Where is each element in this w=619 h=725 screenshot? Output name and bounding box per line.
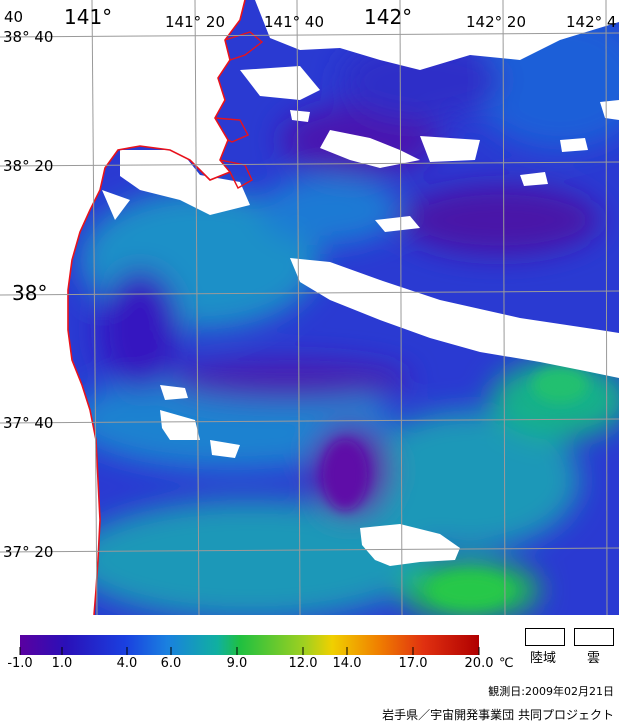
scale-tick-label: 12.0 (288, 656, 318, 671)
lon-label: 141° 20 (165, 13, 225, 31)
scale-tick-label: -1.0 (7, 656, 33, 671)
lon-label: 141° 40 (264, 13, 324, 31)
lon-label: 142° (364, 5, 412, 29)
credit-line: 岩手県／宇宙開発事業団 共同プロジェクト (382, 708, 614, 722)
sea-surface-temperature-field (0, 0, 619, 615)
lat-label: 38° 40 (3, 28, 53, 46)
land-area (0, 0, 245, 615)
scale-tick-label: 9.0 (226, 656, 248, 671)
scale-unit-label: ℃ (499, 656, 514, 671)
land-swatch (525, 628, 565, 646)
scale-tick-label: 1.0 (51, 656, 73, 671)
scale-tick-label: 6.0 (160, 656, 182, 671)
color-scale-bar (19, 635, 480, 655)
scale-tick-label: 4.0 (116, 656, 138, 671)
land-swatch-label: 陸域 (530, 651, 557, 666)
lat-label: 38° (12, 281, 47, 305)
lon-label: 40 (4, 8, 23, 26)
coastline-bay (214, 31, 264, 189)
lon-label: 141° (64, 5, 112, 29)
lat-label: 37° 40 (3, 414, 53, 432)
latitude-labels: 38° 40 38° 20 38° 37° 40 37° 20 (3, 28, 53, 561)
legend (0, 615, 619, 725)
lat-label: 37° 20 (3, 543, 53, 561)
cloud-swatch (574, 628, 614, 646)
scale-tick-label: 17.0 (398, 656, 428, 671)
longitude-labels: 40 141° 141° 20 141° 40 142° 142° 20 142… (4, 5, 616, 31)
cloud-swatch-label: 雲 (587, 651, 601, 666)
cloud-cover (120, 0, 619, 566)
scale-tick-label: 14.0 (332, 656, 362, 671)
lon-label: 142° 4 (566, 13, 616, 31)
graticule (0, 0, 619, 615)
scale-tick-label: 20.0 (464, 656, 494, 671)
lon-label: 142° 20 (466, 13, 526, 31)
sst-map: 40 141° 141° 20 141° 40 142° 142° 20 142… (0, 0, 619, 615)
observation-date: 観測日:2009年02月21日 (488, 685, 614, 698)
lat-label: 38° 20 (3, 157, 53, 175)
